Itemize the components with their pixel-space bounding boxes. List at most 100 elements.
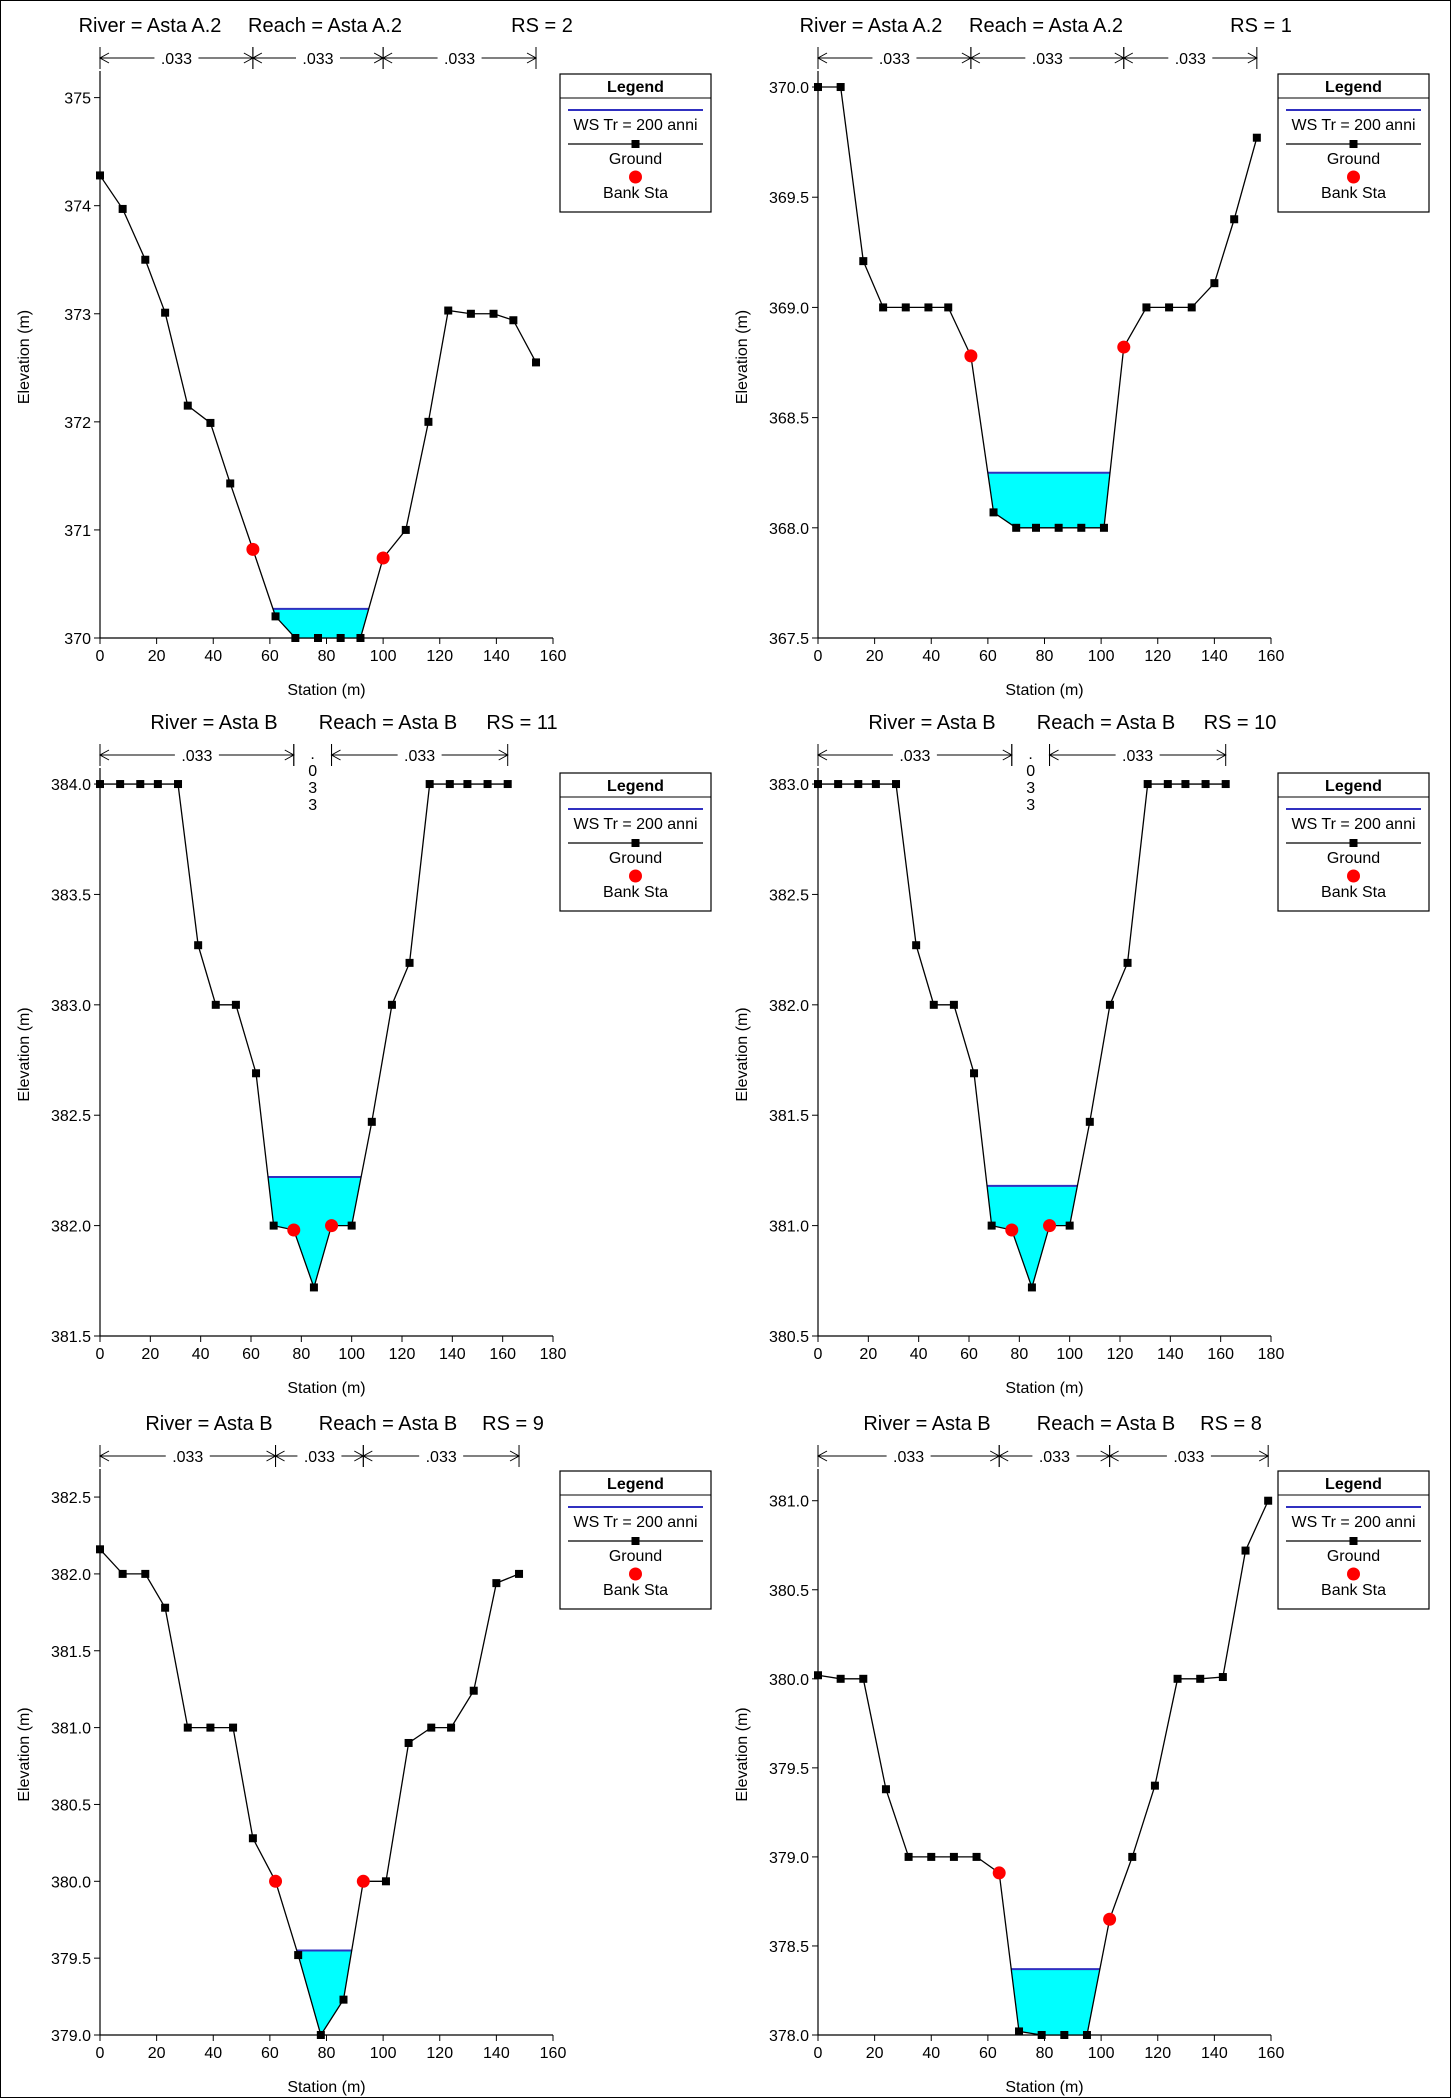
x-tick-label: 20 (866, 2045, 884, 2062)
x-axis-label: Station (m) (287, 2079, 365, 2096)
ground-point (226, 479, 235, 488)
ground-point (269, 1221, 278, 1230)
legend: Legend WS Tr = 200 anni Ground Bank Sta (559, 772, 712, 912)
bank-station-point (1005, 1223, 1019, 1237)
manning-n-label-char: . (310, 746, 314, 763)
manning-arrow-head (330, 749, 341, 761)
ground-point (271, 612, 280, 621)
legend: Legend WS Tr = 200 anni Ground Bank Sta (1277, 73, 1430, 213)
x-tick-label: 160 (1258, 2045, 1285, 2062)
y-tick-label: 378.0 (769, 2028, 809, 2045)
y-tick-label: 368.5 (769, 411, 809, 428)
ground-line (817, 1500, 1269, 2036)
manning-n-label: .033 (304, 1449, 335, 1466)
x-tick-label: 120 (1144, 648, 1171, 665)
legend-label: WS Tr = 200 anni (1291, 117, 1415, 134)
legend-ground-marker (1349, 140, 1358, 148)
x-tick-label: 60 (261, 648, 279, 665)
x-tick-label: 160 (489, 1346, 516, 1363)
y-tick-label: 382.5 (51, 1108, 91, 1125)
x-tick-label: 0 (96, 2045, 105, 2062)
bank-station-point (1103, 1912, 1117, 1926)
ground-point (161, 308, 170, 317)
chart-panel-1: River = Asta A.2 Reach = Asta A.2 RS = 1 0 2… (734, 15, 1430, 699)
y-tick-label: 379.0 (51, 2028, 91, 2045)
x-tick-label: 160 (1258, 648, 1285, 665)
ground-point (949, 1000, 958, 1009)
ground-point (294, 1951, 303, 1960)
chart-title-part: Reach = Asta B (319, 1413, 457, 1435)
x-tick-label: 140 (483, 648, 510, 665)
legend-label: WS Tr = 200 anni (573, 1514, 697, 1531)
legend-label: Bank Sta (1321, 1582, 1386, 1599)
x-tick-label: 40 (204, 648, 222, 665)
legend-label: WS Tr = 200 anni (573, 117, 697, 134)
chart-panel-3: River = Asta B Reach = Asta B RS = 10 0 20 40… (734, 712, 1430, 1397)
x-tick-label: 100 (370, 2045, 397, 2062)
ground-point (161, 1603, 170, 1612)
manning-arrow-head (1048, 749, 1059, 761)
ground-point (1082, 2031, 1091, 2039)
manning-arrow-head (969, 52, 981, 64)
manning-n-label: .033 (893, 1449, 924, 1466)
chart-title-part: RS = 2 (511, 15, 573, 37)
x-tick-label: 160 (540, 2045, 567, 2062)
ground-point (367, 1117, 376, 1126)
ground-point (404, 1738, 413, 1747)
chart-title-part: River = Asta B (868, 712, 995, 734)
ground-point (836, 83, 845, 92)
legend: Legend WS Tr = 200 anni Ground Bank Sta (559, 1470, 712, 1610)
ground-point (425, 780, 434, 789)
ground-point (1210, 279, 1219, 288)
legend-label: Ground (609, 850, 662, 867)
ground-point (1128, 1852, 1137, 1861)
ground-point (174, 780, 183, 789)
ground-point (987, 1221, 996, 1230)
ground-point (1221, 780, 1230, 789)
y-tick-label: 368.0 (769, 521, 809, 538)
manning-n-label-char: 3 (308, 797, 317, 814)
y-axis-label: Elevation (m) (16, 1707, 33, 1801)
ground-point (1150, 1781, 1159, 1790)
y-tick-label: 374 (64, 199, 91, 216)
y-tick-label: 367.5 (769, 631, 809, 648)
chart-panel-5: River = Asta B Reach = Asta B RS = 8 0 20 40 6… (734, 1413, 1430, 2096)
y-tick-label: 378.5 (769, 1939, 809, 1956)
y-tick-label: 372 (64, 415, 91, 432)
legend-label: Bank Sta (603, 884, 668, 901)
ground-point (427, 1723, 436, 1732)
ground-point (989, 508, 998, 517)
legend-title: Legend (607, 778, 664, 795)
y-tick-label: 383.0 (769, 777, 809, 794)
ground-point (1143, 780, 1152, 789)
ground-point (503, 780, 512, 789)
ground-line (99, 175, 537, 639)
ground-point (814, 83, 822, 92)
ground-point (401, 525, 410, 534)
x-tick-label: 60 (960, 1346, 978, 1363)
chart-title-part: River = Asta B (145, 1413, 272, 1435)
x-tick-label: 0 (814, 1346, 823, 1363)
legend-title: Legend (1325, 79, 1382, 96)
x-tick-label: 20 (148, 648, 166, 665)
ground-point (141, 1569, 150, 1578)
bank-station-point (964, 349, 978, 363)
ground-point (381, 1877, 390, 1886)
y-tick-label: 383.5 (51, 887, 91, 904)
y-tick-label: 379.0 (769, 1850, 809, 1867)
bank-station-point (992, 1866, 1006, 1880)
ground-point (1015, 2027, 1024, 2036)
manning-n-label: .033 (302, 51, 333, 68)
legend-title: Legend (607, 1476, 664, 1493)
ground-line (818, 783, 1226, 1290)
x-tick-label: 100 (338, 1346, 365, 1363)
manning-n-label: .033 (879, 51, 910, 68)
ground-point (836, 1674, 845, 1683)
ground-point (466, 309, 475, 318)
manning-n-label-char: 0 (1026, 763, 1035, 780)
ground-point (1252, 133, 1261, 142)
x-tick-label: 20 (141, 1346, 159, 1363)
ground-point (532, 358, 541, 367)
x-axis-label: Station (m) (287, 1380, 365, 1397)
x-tick-label: 80 (318, 2045, 336, 2062)
